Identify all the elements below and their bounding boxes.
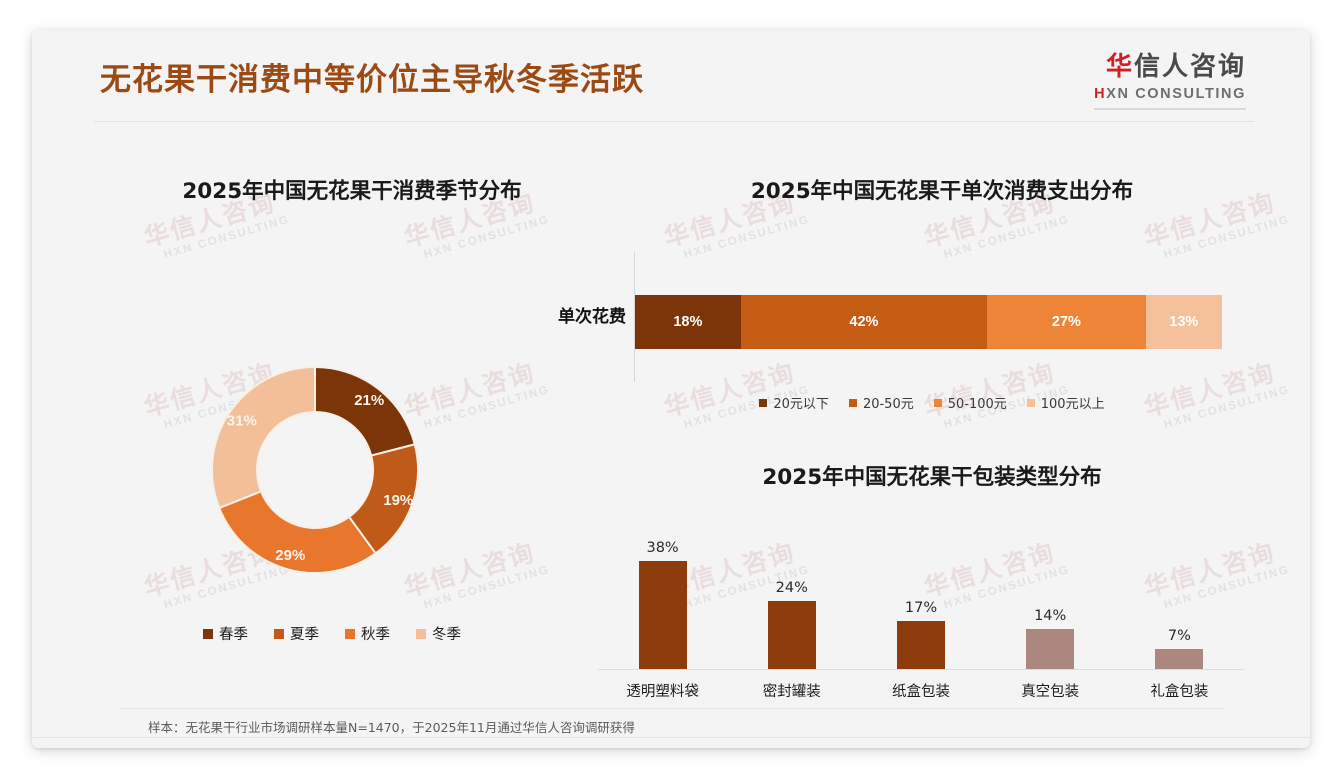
donut-legend: 春季 夏季 秋季 冬季 xyxy=(132,623,532,644)
donut-legend-label: 夏季 xyxy=(290,627,319,643)
column-bar-密封罐装[interactable] xyxy=(767,601,816,669)
stacked-bar-segment-100元以上[interactable]: 13% xyxy=(1145,295,1222,349)
column-value-label: 14% xyxy=(1034,608,1067,624)
column-chart-plot: 38% 24% 17% 14% 7% xyxy=(598,514,1244,670)
stacked-bar-segment-20元以下[interactable]: 18% xyxy=(635,295,741,349)
donut-slice-label: 19% xyxy=(383,492,413,509)
legend-swatch-icon xyxy=(933,398,942,407)
column-value-label: 38% xyxy=(646,540,679,556)
column-chart-baseline xyxy=(598,669,1244,670)
column-category-label: 礼盒包装 xyxy=(1150,684,1209,700)
stacked-bar-legend-label: 50-100元 xyxy=(947,397,1007,412)
company-logo: 华信人咨询 HXN CONSULTING xyxy=(1094,54,1246,110)
stacked-bar-legend-item[interactable]: 20元以下 xyxy=(759,393,829,412)
stacked-bar-legend-item[interactable]: 20-50元 xyxy=(848,393,914,412)
logo-underline xyxy=(1094,107,1246,110)
column-bar-礼盒包装[interactable] xyxy=(1155,649,1204,669)
column-chart-xaxis: 透明塑料袋 密封罐装 纸盒包装 真空包装 礼盒包装 xyxy=(598,680,1244,704)
column-group: 17% xyxy=(881,600,961,669)
logo-cn-accent: 华 xyxy=(1105,52,1134,82)
page-title: 无花果干消费中等价位主导秋冬季活跃 xyxy=(100,62,644,98)
column-group: 38% xyxy=(623,540,703,669)
column-bar-真空包装[interactable] xyxy=(1026,629,1075,669)
donut-slice-label: 31% xyxy=(227,412,257,429)
donut-legend-item[interactable]: 秋季 xyxy=(345,623,390,644)
column-value-label: 17% xyxy=(904,600,938,616)
slide-header: 无花果干消费中等价位主导秋冬季活跃 华信人咨询 HXN CONSULTING xyxy=(32,30,1310,126)
legend-swatch-icon xyxy=(1026,398,1035,407)
logo-english-text: HXN CONSULTING xyxy=(1094,87,1246,102)
stacked-bar-track: 18% 42% 27% 13% xyxy=(635,295,1222,349)
logo-cn-rest: 信人咨询 xyxy=(1133,52,1246,82)
stacked-bar-category-label: 单次花费 xyxy=(558,307,626,327)
column-group: 24% xyxy=(752,580,832,669)
column-category-label: 透明塑料袋 xyxy=(626,684,699,700)
column-value-label: 24% xyxy=(775,580,808,596)
stacked-bar-legend-item[interactable]: 100元以上 xyxy=(1026,393,1105,412)
donut-chart-title: 2025年中国无花果干消费季节分布 xyxy=(182,179,522,204)
column-category-label: 密封罐装 xyxy=(762,684,821,700)
donut-slice-label: 21% xyxy=(354,392,384,409)
logo-chinese-text: 华信人咨询 xyxy=(1094,54,1246,80)
legend-swatch-icon xyxy=(416,628,426,639)
sample-footnote: 样本：无花果干行业市场调研样本量N=1470，于2025年11月通过华信人咨询调… xyxy=(148,720,635,735)
donut-legend-label: 冬季 xyxy=(432,627,461,643)
column-chart-title: 2025年中国无花果干包装类型分布 xyxy=(762,465,1102,490)
column-category-label: 纸盒包装 xyxy=(892,684,950,700)
slide-card: 华信人咨询 HXN CONSULTING 华信人咨询 HXN CONSULTING 华信… xyxy=(32,30,1310,748)
column-value-label: 7% xyxy=(1167,628,1191,644)
legend-swatch-icon xyxy=(203,628,213,639)
stacked-bar-axis-line xyxy=(634,252,635,382)
donut-chart: 21% 19% 29% 31% xyxy=(180,335,450,605)
stacked-bar-segment-50-100元[interactable]: 27% xyxy=(987,295,1146,349)
stacked-bar-legend-label: 20元以下 xyxy=(773,397,829,412)
stacked-bar-legend-label: 100元以上 xyxy=(1040,397,1105,412)
donut-slice-label: 29% xyxy=(275,547,305,564)
donut-slice-冬季[interactable] xyxy=(211,365,316,510)
footer-divider xyxy=(32,737,1310,738)
footnote-divider xyxy=(120,708,1224,709)
legend-swatch-icon xyxy=(345,628,355,639)
donut-legend-item[interactable]: 冬季 xyxy=(416,623,461,644)
legend-swatch-icon xyxy=(848,398,857,407)
column-bar-纸盒包装[interactable] xyxy=(897,621,945,669)
donut-value-labels: 21% 19% 29% 31% xyxy=(227,392,413,564)
column-category-label: 真空包装 xyxy=(1021,684,1080,700)
stacked-bar-legend: 20元以下 20-50元 50-100元 100元以上 xyxy=(632,393,1232,412)
header-divider xyxy=(94,121,1254,122)
donut-slice-秋季[interactable] xyxy=(217,490,377,574)
donut-legend-label: 春季 xyxy=(219,627,248,643)
donut-legend-item[interactable]: 夏季 xyxy=(274,623,319,644)
column-group: 14% xyxy=(1010,608,1090,669)
stacked-bar-segment-20-50元[interactable]: 42% xyxy=(740,295,988,349)
stacked-bar-title: 2025年中国无花果干单次消费支出分布 xyxy=(750,179,1134,204)
column-bar-透明塑料袋[interactable] xyxy=(638,561,687,669)
legend-swatch-icon xyxy=(274,628,284,639)
column-group: 7% xyxy=(1139,628,1219,669)
logo-en-rest: XN CONSULTING xyxy=(1106,86,1246,102)
donut-slices xyxy=(211,365,419,574)
donut-slice-春季[interactable] xyxy=(314,365,416,457)
donut-legend-item[interactable]: 春季 xyxy=(203,623,248,644)
donut-svg: 21% 19% 29% 31% xyxy=(211,365,419,574)
logo-en-accent: H xyxy=(1094,86,1107,102)
stacked-bar-legend-item[interactable]: 50-100元 xyxy=(933,393,1007,412)
donut-legend-label: 秋季 xyxy=(361,627,390,643)
stacked-bar-legend-label: 20-50元 xyxy=(862,397,914,412)
stacked-bar-plot: 18% 42% 27% 13% xyxy=(634,252,1222,382)
legend-swatch-icon xyxy=(759,398,768,407)
